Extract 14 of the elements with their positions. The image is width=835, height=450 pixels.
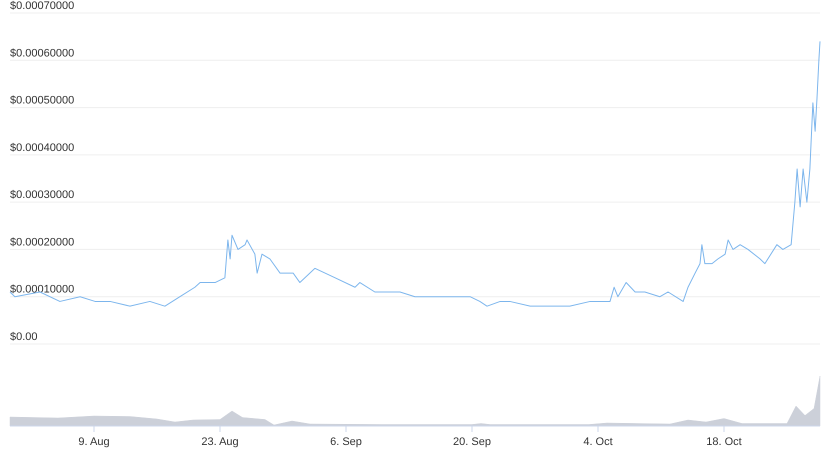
x-tick-label: 23. Aug (201, 436, 239, 448)
x-tick-label: 9. Aug (78, 436, 110, 448)
y-tick-label: $0.00010000 (10, 284, 74, 296)
y-tick-label: $0.00070000 (10, 0, 74, 12)
y-tick-label: $0.00060000 (10, 47, 74, 60)
y-tick-label: $0.00030000 (10, 189, 74, 202)
y-tick-label: $0.00040000 (10, 142, 74, 154)
x-tick-label: 4. Oct (583, 436, 613, 448)
y-tick-label: $0.00 (10, 331, 38, 343)
x-tick-label: 6. Sep (330, 436, 362, 448)
x-tick-label: 18. Oct (706, 436, 742, 448)
y-tick-label: $0.00050000 (10, 94, 74, 107)
y-tick-label: $0.00020000 (10, 236, 74, 248)
x-tick-label: 20. Sep (453, 436, 491, 448)
